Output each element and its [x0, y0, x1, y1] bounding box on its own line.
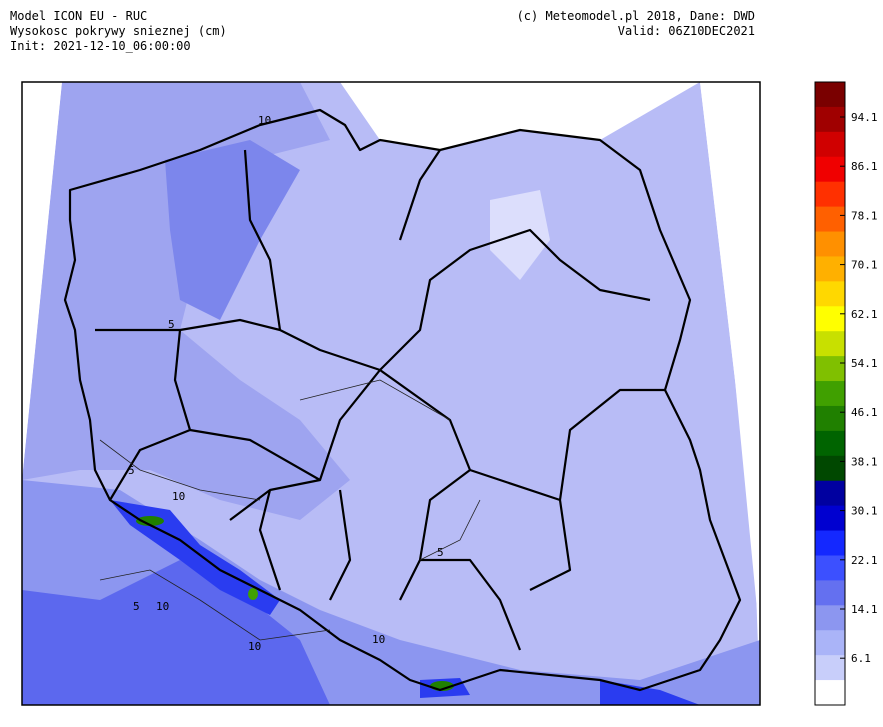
colorbar-tick-label: 94.1 — [851, 111, 878, 124]
colorbar-band — [815, 206, 845, 233]
region-border — [95, 149, 665, 651]
contour-label: 10 — [258, 114, 271, 127]
colorbar-tick-label: 70.1 — [851, 259, 878, 272]
colorbar: 94.1 86.1 78.1 70.1 62.1 54.1 46.1 38.1 30.1 22.1… — [814, 81, 878, 706]
header-line: Valid: 06Z10DEC2021 — [618, 24, 755, 38]
colorbar-band — [815, 256, 845, 282]
colorbar-band — [815, 405, 845, 432]
colorbar-band — [815, 281, 845, 307]
snow-field — [165, 140, 300, 320]
colorbar-band — [815, 156, 845, 183]
colorbar-band — [815, 655, 845, 681]
snow-field — [248, 588, 258, 600]
no-data — [700, 82, 760, 640]
colorbar-tick-label: 78.1 — [851, 209, 878, 222]
colorbar-tick-label: 62.1 — [851, 308, 878, 321]
colorbar-band — [815, 181, 845, 208]
contour-line — [99, 379, 481, 641]
colorbar-band — [815, 131, 845, 158]
colorbar-band — [815, 331, 845, 357]
colorbar-tick-label: 30.1 — [851, 505, 878, 518]
colorbar-band — [815, 480, 845, 507]
snow-field — [490, 190, 550, 280]
colorbar-tick-label: 54.1 — [851, 357, 878, 370]
contour-label: 10 — [156, 600, 169, 613]
map: 10 5 5 10 5 5 10 10 10 — [21, 81, 761, 706]
header-line: Init: 2021-12-10_06:00:00 — [10, 39, 191, 53]
colorbar-band — [815, 106, 845, 133]
country-border — [63, 108, 742, 692]
colorbar-band — [815, 306, 845, 332]
snow-field — [110, 500, 280, 615]
colorbar-tick-label: 86.1 — [851, 160, 878, 173]
colorbar-band — [815, 680, 845, 706]
colorbar-band — [815, 430, 845, 457]
colorbar-band — [815, 82, 845, 108]
header-line: Model ICON EU - RUC — [10, 9, 147, 23]
colorbar-band — [815, 555, 845, 581]
colorbar-tick-label: 14.1 — [851, 603, 878, 616]
colorbar-band — [815, 505, 845, 532]
contour-label: 10 — [372, 633, 385, 646]
header-line: (c) Meteomodel.pl 2018, Dane: DWD — [517, 9, 755, 23]
colorbar-band — [815, 231, 845, 257]
snow-field — [22, 560, 330, 705]
colorbar-band — [815, 381, 845, 407]
colorbar-band — [815, 530, 845, 556]
colorbar-band — [815, 455, 845, 482]
sea — [340, 82, 700, 150]
snow-field — [136, 516, 164, 526]
colorbar-tick-label: 46.1 — [851, 406, 878, 419]
colorbar-band — [815, 356, 845, 382]
contour-label: 5 — [437, 546, 444, 559]
no-data — [22, 82, 62, 480]
contour-label: 5 — [128, 464, 135, 477]
contour-label: 10 — [248, 640, 261, 653]
contour-label: 5 — [133, 600, 140, 613]
colorbar-tick-label: 6.1 — [851, 652, 871, 665]
colorbar-band — [815, 580, 845, 606]
contour-label: 5 — [168, 318, 175, 331]
colorbar-frame — [814, 81, 846, 706]
contour-label: 10 — [172, 490, 185, 503]
map-frame — [21, 81, 761, 706]
colorbar-tick-label: 22.1 — [851, 554, 878, 567]
colorbar-band — [815, 630, 845, 656]
colorbar-band — [815, 605, 845, 631]
colorbar-tick-label: 38.1 — [851, 455, 878, 468]
header-line: Wysokosc pokrywy snieznej (cm) — [10, 24, 227, 38]
